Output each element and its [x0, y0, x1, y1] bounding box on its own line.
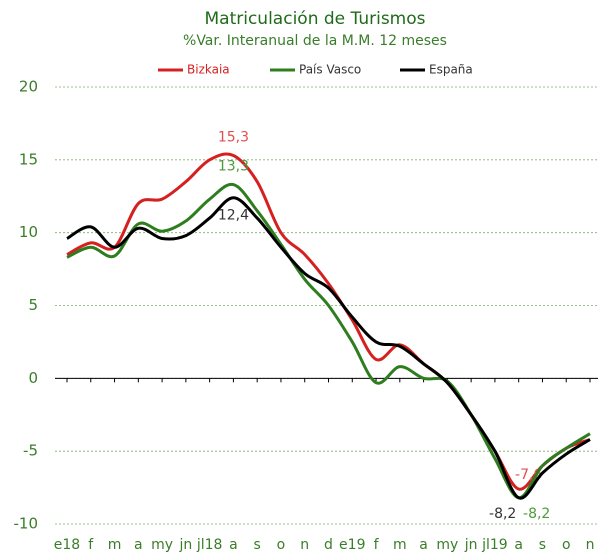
x-tick-label: jn [464, 537, 478, 553]
x-tick-label: f [374, 537, 380, 553]
y-tick-label: -5 [23, 442, 38, 460]
x-tick-label: my [436, 537, 458, 553]
y-tick-label: 5 [28, 296, 38, 314]
value-label: 12,4 [218, 208, 249, 224]
series-line [66, 152, 591, 491]
x-tick-label: a [229, 537, 238, 553]
x-tick-label: s [539, 537, 546, 553]
y-tick-label: 0 [28, 369, 38, 387]
value-label: -8,2 [489, 506, 516, 522]
x-tick-label: a [419, 537, 428, 553]
x-tick-label: o [562, 537, 571, 553]
x-tick-label: a [134, 537, 143, 553]
x-tick-label: my [151, 537, 173, 553]
x-tick-label: d [324, 537, 333, 553]
x-tick-label: n [300, 537, 309, 553]
x-tick-label: f [88, 537, 94, 553]
y-tick-label: 10 [19, 223, 38, 241]
series-line [66, 196, 591, 500]
chart-subtitle: %Var. Interanual de la M.M. 12 meses [183, 33, 447, 49]
x-tick-label: n [586, 537, 595, 553]
y-tick-label: 20 [19, 78, 38, 96]
value-label: -8,2 [523, 506, 550, 522]
x-tick-label: e18 [54, 537, 80, 553]
chart-title: Matriculación de Turismos [205, 9, 426, 29]
value-label: 15,3 [218, 129, 249, 145]
x-tick-label: e19 [339, 537, 365, 553]
legend-label: España [429, 63, 473, 77]
x-tick-label: m [108, 537, 122, 553]
x-tick-label: jl18 [196, 537, 223, 553]
x-tick-label: s [254, 537, 261, 553]
y-tick-label: 15 [19, 150, 38, 168]
legend-label: Bizkaia [187, 63, 230, 77]
x-tick-label: jl19 [481, 537, 508, 553]
x-tick-label: jn [178, 537, 192, 553]
x-tick-label: m [393, 537, 407, 553]
x-tick-label: a [514, 537, 523, 553]
y-tick-label: -10 [14, 515, 39, 533]
legend-label: País Vasco [299, 63, 361, 77]
value-label: 13,3 [218, 159, 249, 175]
x-tick-label: o [277, 537, 286, 553]
series-line [66, 182, 591, 500]
